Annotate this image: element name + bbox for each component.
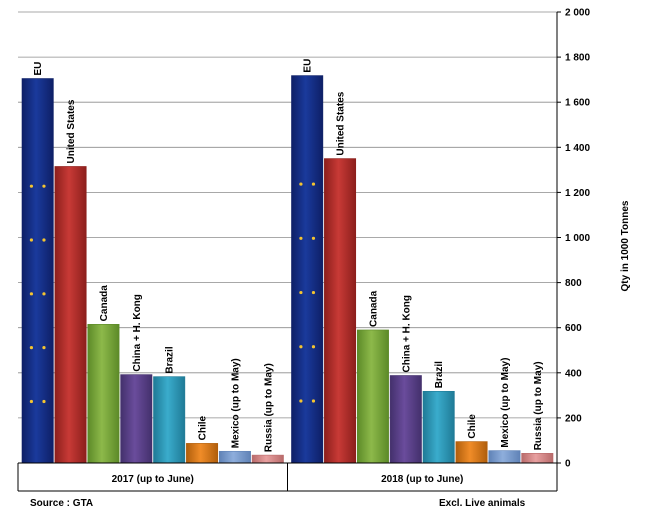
- y-tick-label: 400: [565, 368, 582, 379]
- y-tick-label: 2 000: [565, 8, 590, 19]
- bar-category-label: Canada: [99, 285, 110, 322]
- y-tick-label: 1 400: [565, 143, 590, 154]
- bar: [218, 450, 251, 464]
- bar-labels: EU United States Canada China + H. Kong Braz…: [33, 59, 544, 452]
- bar-category-label: Chile: [198, 415, 209, 440]
- y-tick-label: 1 200: [565, 188, 590, 199]
- eu-star-icon: [299, 399, 303, 403]
- eu-star-icon: [29, 346, 34, 350]
- source-note: Source : GTA: [30, 498, 94, 509]
- bar: [153, 376, 186, 464]
- eu-star-icon: [299, 345, 303, 349]
- bar-category-label: United States: [336, 91, 347, 155]
- bars: [21, 75, 554, 464]
- eu-star-icon: [299, 290, 303, 295]
- bar: [422, 390, 455, 464]
- exclusion-note: Excl. Live animals: [439, 498, 526, 509]
- bar: [521, 453, 554, 464]
- bar-category-label: Russia (up to May): [263, 363, 274, 452]
- eu-star-icon: [311, 399, 316, 403]
- eu-star-icon: [29, 238, 34, 242]
- y-tick-labels: 0 200 400 600 800 1 000 1 200 1 400 1 600 1 800 2 …: [557, 8, 590, 470]
- bar-category-label: EU: [303, 59, 314, 73]
- bar-category-label: Chile: [467, 414, 478, 439]
- bar: [251, 454, 284, 464]
- eu-star-icon: [311, 236, 316, 240]
- eu-star-icon: [311, 345, 316, 349]
- bar-category-label: Brazil: [165, 346, 176, 373]
- bar: [186, 443, 219, 464]
- bar: [120, 374, 153, 464]
- bar-category-label: China + H. Kong: [132, 294, 143, 372]
- bar: [21, 78, 54, 464]
- eu-star-icon: [311, 290, 316, 295]
- bar-category-label: Mexico (up to May): [230, 358, 241, 448]
- y-tick-label: 1 800: [565, 53, 590, 64]
- group-label: 2017 (up to June): [112, 474, 194, 485]
- eu-star-icon: [42, 184, 46, 188]
- bar: [389, 375, 422, 464]
- bar: [455, 441, 488, 464]
- group-label: 2018 (up to June): [381, 474, 463, 485]
- bar-category-label: Russia (up to May): [533, 361, 544, 450]
- eu-star-icon: [29, 399, 34, 404]
- eu-star-icon: [42, 292, 46, 296]
- y-tick-label: 200: [565, 413, 582, 424]
- bar: [87, 324, 120, 464]
- y-axis-label: Qty in 1000 Tonnes: [620, 200, 631, 291]
- eu-star-icon: [42, 399, 46, 404]
- eu-star-icon: [29, 292, 34, 296]
- bar-category-label: Canada: [368, 290, 379, 327]
- bar-category-label: United States: [66, 99, 77, 163]
- eu-star-icon: [42, 346, 46, 350]
- y-tick-label: 0: [565, 459, 571, 470]
- eu-star-icon: [311, 182, 316, 186]
- bar-category-label: China + H. Kong: [401, 295, 412, 373]
- y-tick-label: 1 600: [565, 98, 590, 109]
- eu-star-icon: [299, 236, 303, 240]
- bar-category-label: Mexico (up to May): [500, 358, 511, 448]
- bar: [356, 329, 389, 464]
- bar: [291, 75, 324, 464]
- bar-category-label: EU: [33, 62, 44, 76]
- eu-star-icon: [299, 182, 303, 186]
- bar-category-label: Brazil: [434, 361, 445, 388]
- y-tick-label: 800: [565, 278, 582, 289]
- bar: [54, 166, 87, 464]
- bar: [488, 450, 521, 464]
- y-tick-label: 600: [565, 323, 582, 334]
- eu-star-icon: [29, 184, 34, 188]
- bar: [324, 158, 357, 464]
- eu-star-icon: [42, 238, 46, 242]
- y-tick-label: 1 000: [565, 233, 590, 244]
